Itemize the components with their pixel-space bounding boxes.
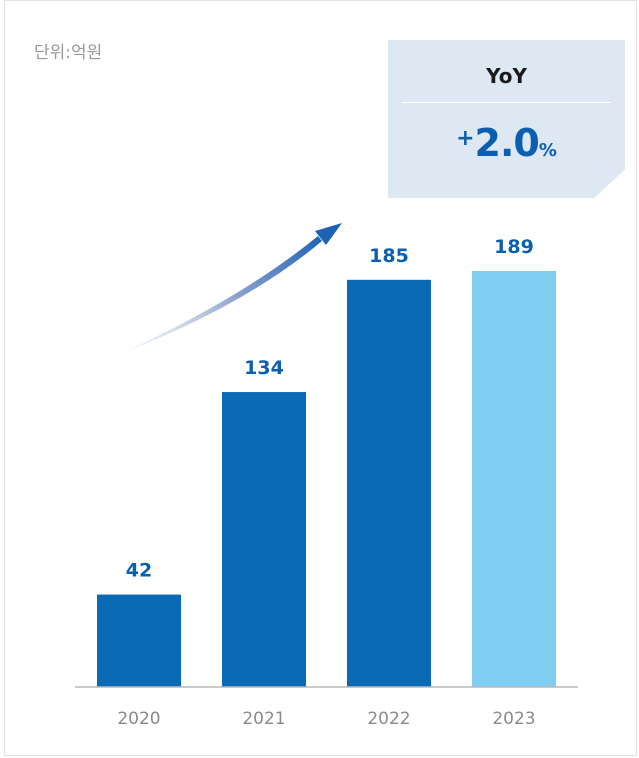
yoy-title: YoY [486,64,527,88]
bar-2022 [347,279,431,687]
bar-2023 [472,271,556,687]
data-label-2023: 189 [494,236,534,258]
yoy-divider [402,102,611,103]
data-label-2021: 134 [244,357,284,379]
yoy-number: 2.0 [474,121,540,165]
x-tick-2022: 2022 [367,709,410,729]
yoy-value: +2.0% [388,124,625,162]
yoy-percent-symbol: % [538,140,557,161]
growth-arrow [113,236,322,357]
bar-2021 [222,392,306,687]
bar-2020 [97,594,181,687]
x-tick-2021: 2021 [242,709,285,729]
growth-arrow-head [315,223,342,245]
yoy-callout: YoY +2.0% [388,40,625,198]
data-label-2022: 185 [369,245,409,267]
x-tick-2020: 2020 [117,709,160,729]
data-label-2020: 42 [126,560,152,582]
unit-label: 단위:억원 [34,43,103,63]
x-tick-2023: 2023 [492,709,535,729]
yoy-sign: + [456,126,475,151]
